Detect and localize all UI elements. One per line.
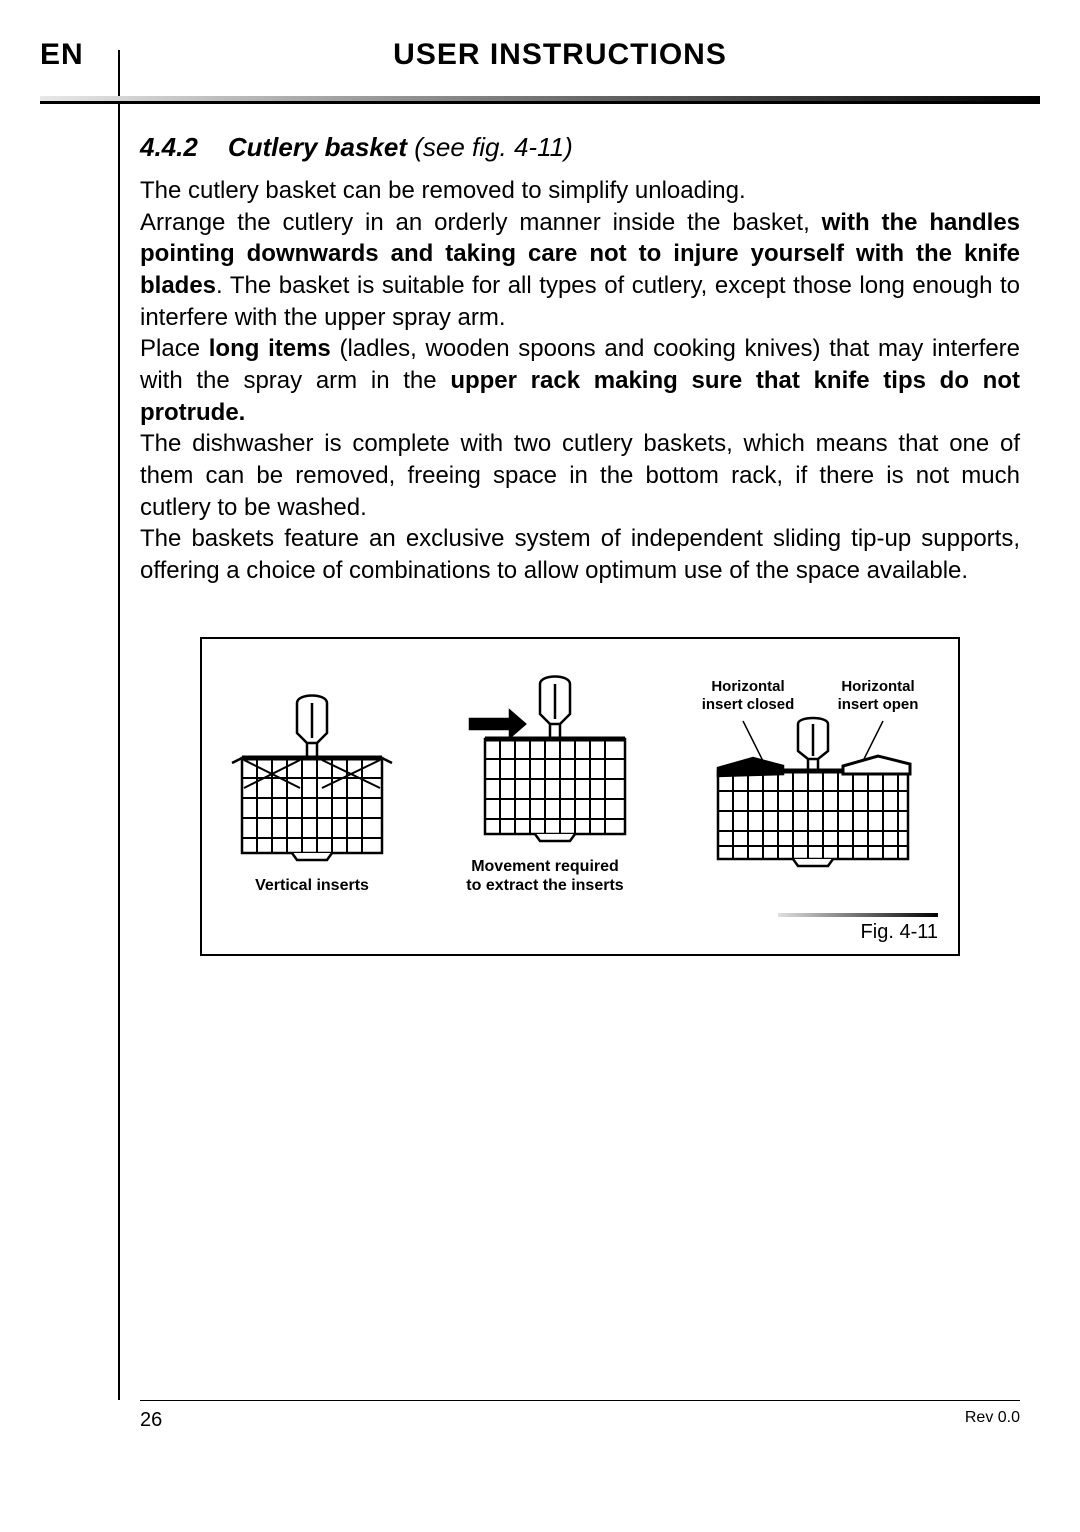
page-title: USER INSTRUCTIONS bbox=[80, 30, 1040, 72]
p1: The cutlery basket can be removed to sim… bbox=[140, 177, 746, 204]
p2a: Arrange the cutlery in an orderly manner… bbox=[140, 209, 822, 236]
p4: The dishwasher is complete with two cutl… bbox=[140, 428, 1020, 523]
figure-col-2: Movement required to extract the inserts bbox=[445, 669, 645, 895]
section-name: Cutlery basket bbox=[228, 132, 407, 162]
section-number: 4.4.2 bbox=[140, 132, 198, 162]
header-rule bbox=[80, 96, 1040, 102]
fig-label-1: Vertical inserts bbox=[222, 876, 402, 895]
figure-col-3: Horizontal insert closed Horizontal inse… bbox=[688, 678, 938, 895]
body-text: The cutlery basket can be removed to sim… bbox=[140, 175, 1020, 587]
figure-caption-area: Fig. 4-11 bbox=[222, 913, 938, 944]
basket-movement-icon bbox=[445, 669, 645, 849]
p3a: Place bbox=[140, 335, 209, 362]
footer: 26 Rev 0.0 bbox=[140, 1400, 1020, 1432]
figure-caption-rule bbox=[778, 913, 938, 917]
fig-label-2: Movement required to extract the inserts bbox=[445, 857, 645, 895]
p3b: long items bbox=[209, 335, 331, 362]
p2c: . The basket is suitable for all types o… bbox=[140, 272, 1020, 331]
section-ref: (see fig. 4-11) bbox=[414, 132, 572, 162]
content-area: 4.4.2 Cutlery basket (see fig. 4-11) The … bbox=[140, 132, 1020, 956]
language-code: EN bbox=[40, 38, 84, 72]
header: EN USER INSTRUCTIONS bbox=[80, 30, 1040, 90]
basket-vertical-icon bbox=[222, 688, 402, 868]
figure-caption: Fig. 4-11 bbox=[861, 921, 938, 943]
page-number: 26 bbox=[140, 1409, 162, 1432]
figure-box: Vertical inserts bbox=[200, 637, 960, 956]
page-container: EN USER INSTRUCTIONS 4.4.2 Cutlery basket… bbox=[80, 30, 1040, 956]
basket-horizontal-icon bbox=[688, 716, 938, 871]
figure-col-1: Vertical inserts bbox=[222, 688, 402, 895]
header-underline bbox=[40, 101, 1040, 104]
figure-row: Vertical inserts bbox=[222, 669, 938, 895]
section-heading: 4.4.2 Cutlery basket (see fig. 4-11) bbox=[140, 132, 1020, 163]
fig-top-labels: Horizontal insert closed Horizontal inse… bbox=[693, 678, 933, 714]
p5: The baskets feature an exclusive system … bbox=[140, 523, 1020, 586]
revision: Rev 0.0 bbox=[965, 1409, 1020, 1432]
